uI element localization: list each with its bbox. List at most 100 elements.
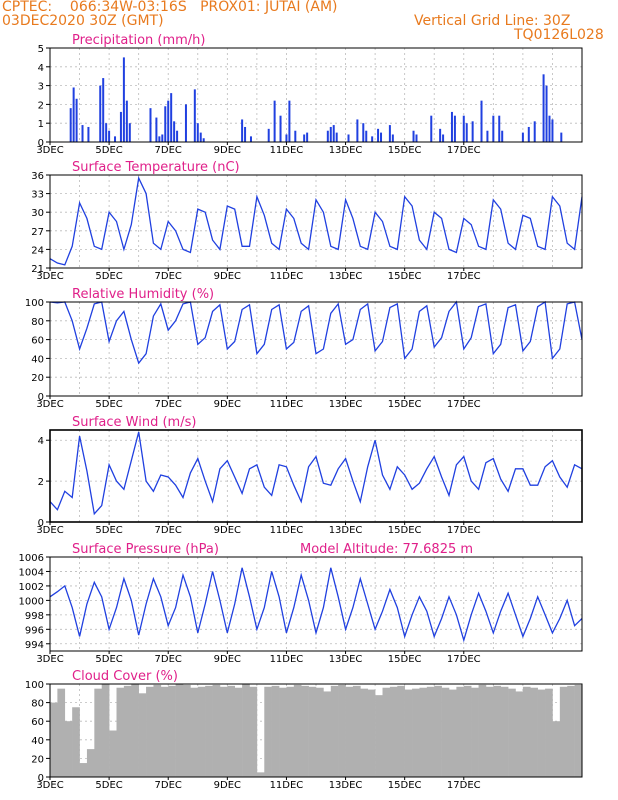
precipitation-xtick-label: 11DEC xyxy=(270,145,304,156)
precipitation-bar xyxy=(391,134,394,142)
temperature-title: Surface Temperature (nC) xyxy=(72,160,240,175)
precipitation-bar xyxy=(249,136,252,142)
temperature-ytick-label: 33 xyxy=(31,190,44,201)
cloud-cover-bar xyxy=(545,688,553,777)
cloud-cover-bar xyxy=(330,685,339,777)
cloud-cover-ytick-label: 60 xyxy=(31,717,44,728)
cloud-cover-xtick-label: 15DEC xyxy=(388,780,422,791)
wind-ytick-label: 2 xyxy=(38,477,44,488)
cloud-cover-bar xyxy=(50,702,58,777)
precipitation-bar xyxy=(161,134,164,142)
cloud-cover-bar xyxy=(352,685,361,777)
precipitation-bar xyxy=(480,100,483,142)
temperature-xtick-label: 9DEC xyxy=(214,271,241,282)
cloud-cover-bar xyxy=(101,684,110,777)
wind-xtick-label: 13DEC xyxy=(329,525,363,536)
precipitation-bar xyxy=(155,117,158,142)
precipitation-xtick-label: 17DEC xyxy=(447,145,481,156)
precipitation-title: Precipitation (mm/h) xyxy=(72,33,205,48)
precipitation-bar xyxy=(69,108,72,142)
cloud-cover-bar xyxy=(567,685,575,777)
humidity-xtick-label: 15DEC xyxy=(388,399,422,410)
precipitation-bar xyxy=(279,115,282,142)
cloud-cover-xtick-label: 17DEC xyxy=(447,780,481,791)
cloud-cover-bar xyxy=(286,686,295,777)
pressure-xtick-label: 11DEC xyxy=(270,654,304,665)
precipitation-bar xyxy=(99,85,102,142)
cloud-cover-bar xyxy=(86,749,95,777)
header-date-line: 03DEC2020 30Z (GMT) xyxy=(2,13,164,29)
precipitation-bar xyxy=(492,115,495,142)
cloud-cover-bar xyxy=(227,685,236,777)
cloud-cover-bar xyxy=(338,684,346,777)
cloud-cover-panel xyxy=(46,683,583,780)
precipitation-bar xyxy=(72,87,75,142)
precipitation-bar xyxy=(167,100,170,142)
precipitation-bar xyxy=(202,138,205,142)
precipitation-bar xyxy=(486,130,489,142)
precipitation-bar xyxy=(244,126,247,142)
precipitation-bar xyxy=(303,134,306,142)
precipitation-bar xyxy=(501,130,504,142)
cloud-cover-bar xyxy=(500,686,509,777)
wind-xtick-label: 9DEC xyxy=(214,525,241,536)
precipitation-bar xyxy=(108,130,111,142)
wind-xtick-label: 15DEC xyxy=(388,525,422,536)
cloud-cover-bar xyxy=(412,688,420,777)
wind-panel xyxy=(46,429,583,525)
cloud-cover-bar xyxy=(552,721,561,777)
humidity-xtick-label: 13DEC xyxy=(329,399,363,410)
wind-series-line xyxy=(49,431,583,516)
wind-title: Surface Wind (m/s) xyxy=(72,415,196,430)
humidity-panel xyxy=(46,300,583,399)
precipitation-bar xyxy=(362,123,365,142)
cloud-cover-bar xyxy=(123,685,132,777)
precipitation-bar xyxy=(471,121,474,142)
cloud-cover-xtick-label: 9DEC xyxy=(214,780,241,791)
precipitation-bar xyxy=(306,132,309,142)
cloud-cover-bar xyxy=(382,687,391,777)
pressure-ytick-label: 994 xyxy=(25,640,44,651)
precipitation-bar xyxy=(326,130,329,142)
cloud-cover-bar xyxy=(397,685,405,777)
precipitation-xtick-label: 5DEC xyxy=(95,145,122,156)
precipitation-bar xyxy=(184,104,187,142)
pressure-xtick-label: 17DEC xyxy=(447,654,481,665)
cloud-cover-bar xyxy=(471,687,479,777)
precipitation-bar xyxy=(347,134,350,142)
pressure-xtick-label: 15DEC xyxy=(388,654,422,665)
cloud-cover-frame xyxy=(49,683,583,778)
precipitation-bar xyxy=(128,123,131,142)
precipitation-bar xyxy=(329,126,332,142)
pressure-xtick-label: 7DEC xyxy=(155,654,182,665)
precipitation-bar xyxy=(176,130,179,142)
cloud-cover-bar xyxy=(559,686,568,777)
precipitation-bar xyxy=(75,98,78,142)
cloud-cover-bar xyxy=(485,686,494,777)
precipitation-bar xyxy=(196,123,199,142)
cloud-cover-xtick-label: 13DEC xyxy=(329,780,363,791)
wind-xtick-label: 11DEC xyxy=(270,525,304,536)
pressure-xtick-label: 9DEC xyxy=(214,654,241,665)
precipitation-ytick-label: 0 xyxy=(38,138,44,149)
precipitation-bar xyxy=(294,130,297,142)
precipitation-ytick-label: 3 xyxy=(38,82,44,93)
temperature-series-line xyxy=(49,175,583,266)
pressure-frame xyxy=(49,556,583,652)
cloud-cover-bar xyxy=(131,684,139,777)
humidity-ytick-label: 80 xyxy=(31,317,44,328)
precipitation-bar xyxy=(164,106,167,142)
pressure-ytick-label: 1000 xyxy=(19,596,44,607)
precipitation-bar xyxy=(105,123,108,142)
cloud-cover-bar xyxy=(375,695,383,777)
precipitation-bar xyxy=(415,134,418,142)
cloud-cover-bar xyxy=(234,687,243,777)
cloud-cover-ytick-label: 80 xyxy=(31,699,44,710)
precipitation-bar xyxy=(122,57,125,142)
temperature-ytick-label: 24 xyxy=(31,245,44,256)
precipitation-bar xyxy=(332,125,335,142)
cloud-cover-bar xyxy=(190,687,199,777)
cloud-cover-xtick-label: 5DEC xyxy=(95,780,122,791)
precipitation-ytick-label: 5 xyxy=(38,44,44,55)
precipitation-bar xyxy=(149,108,152,142)
